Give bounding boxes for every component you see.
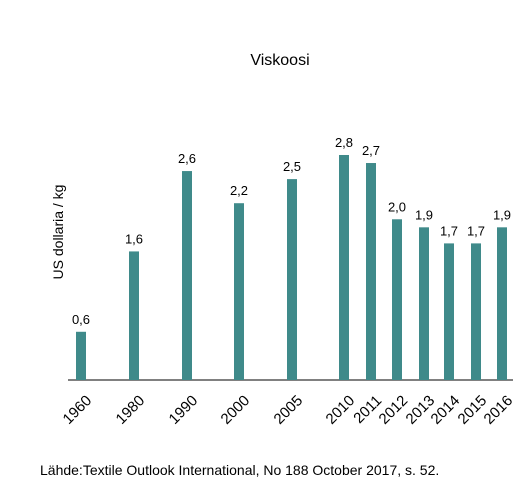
data-label-2000: 2,2 — [230, 183, 248, 198]
source-note: Lähde:Textile Outlook International, No … — [40, 462, 440, 478]
bar-2015 — [471, 243, 481, 380]
x-tick-label-1990: 1990 — [166, 392, 202, 428]
x-tick-label-2011: 2011 — [350, 392, 385, 427]
bar-1960 — [76, 331, 86, 380]
data-label-2012: 2,0 — [388, 199, 406, 214]
x-tick-label-2010: 2010 — [323, 392, 359, 428]
bar-2013 — [419, 227, 429, 380]
bar-2010 — [339, 154, 349, 380]
x-tick-label-1980: 1980 — [113, 392, 149, 428]
data-label-1990: 2,6 — [178, 151, 196, 166]
bar-1980 — [129, 251, 139, 380]
chart-title: Viskoosi — [250, 52, 310, 69]
x-tick-label-2015: 2015 — [455, 392, 491, 428]
bar-2012 — [392, 219, 402, 380]
bar-1990 — [182, 171, 192, 380]
data-label-2011: 2,7 — [362, 143, 380, 158]
x-tick-label-1960: 1960 — [60, 392, 96, 428]
data-label-2010: 2,8 — [335, 135, 353, 150]
data-label-2013: 1,9 — [415, 207, 433, 222]
data-label-2015: 1,7 — [467, 223, 485, 238]
x-tick-label-2012: 2012 — [376, 392, 412, 428]
bar-2000 — [234, 203, 244, 380]
bar-2011 — [366, 163, 376, 380]
data-label-1980: 1,6 — [125, 231, 143, 246]
x-tick-label-2000: 2000 — [218, 392, 254, 428]
bar-2005 — [287, 179, 297, 380]
bar-2014 — [444, 243, 454, 380]
x-tick-label-2005: 2005 — [271, 392, 307, 428]
bar-2016 — [497, 227, 507, 380]
data-label-2016: 1,9 — [493, 207, 511, 222]
x-tick-label-2014: 2014 — [428, 392, 464, 428]
data-label-2005: 2,5 — [283, 159, 301, 174]
data-label-1960: 0,6 — [72, 312, 90, 327]
data-label-2014: 1,7 — [440, 223, 458, 238]
x-tick-label-2016: 2016 — [481, 392, 517, 428]
